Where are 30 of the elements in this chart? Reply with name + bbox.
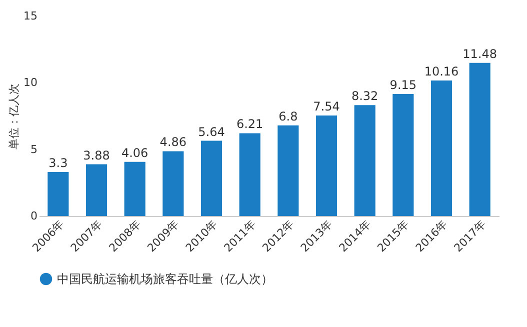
bar [469, 62, 490, 216]
y-axis-title: 单位：亿人次 [8, 84, 21, 150]
data-label: 6.21 [236, 117, 264, 132]
y-tick-label: 15 [24, 10, 38, 22]
bar [124, 162, 146, 216]
data-label: 6.8 [278, 109, 298, 124]
legend-label: 中国民航运输机场旅客吞吐量（亿人次） [57, 272, 273, 286]
bar [239, 133, 260, 216]
data-label: 11.48 [462, 46, 498, 61]
bar [86, 164, 108, 216]
data-label: 5.64 [198, 124, 225, 139]
bar [200, 140, 222, 216]
y-tick-label: 0 [30, 210, 38, 222]
data-label: 10.16 [424, 64, 459, 79]
bar [316, 115, 338, 216]
bar [354, 105, 376, 216]
y-tick-label: 5 [30, 142, 38, 156]
data-label: 3.3 [48, 156, 68, 170]
data-label: 7.54 [313, 99, 340, 114]
data-label: 8.32 [351, 89, 378, 104]
y-tick-label: 10 [24, 76, 38, 90]
bar [278, 125, 299, 216]
bar [162, 151, 184, 216]
bar [392, 94, 414, 216]
bar [48, 172, 69, 216]
bar [430, 80, 452, 216]
data-label: 3.88 [83, 148, 110, 162]
data-label: 9.15 [390, 78, 417, 92]
data-label: 4.86 [160, 135, 187, 150]
data-label: 4.06 [121, 146, 148, 160]
